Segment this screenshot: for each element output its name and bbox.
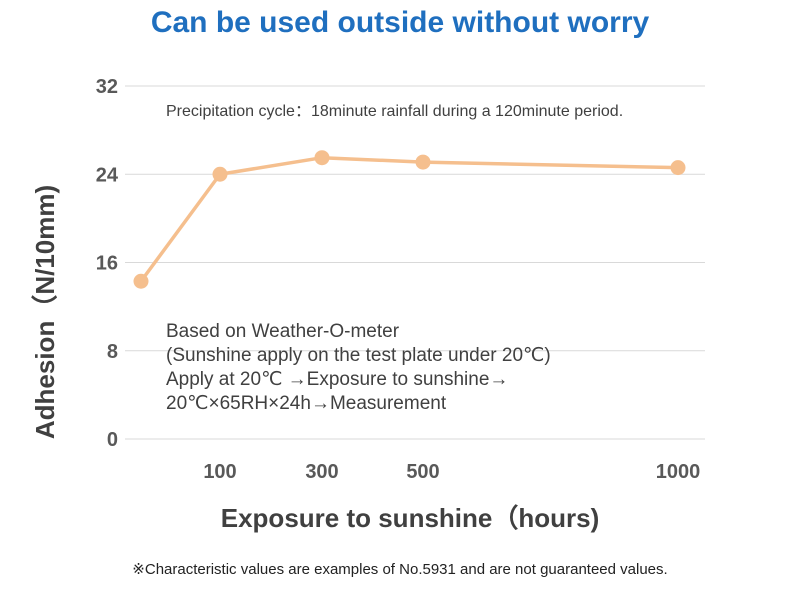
- data-point-500: [415, 154, 431, 170]
- condition-line-3: Apply at 20℃ →Exposure to sunshine→: [166, 369, 508, 390]
- x-tick-300: 300: [305, 461, 338, 483]
- condition-line-4: 20℃×65RH×24h→Measurement: [166, 393, 447, 414]
- y-axis-ticks: 0 8 16 24 32: [96, 76, 119, 451]
- condition-line-1: Based on Weather-O-meter: [166, 321, 400, 342]
- y-tick-16: 16: [96, 253, 118, 275]
- series-adhesion: [133, 150, 686, 289]
- footnote: ※Characteristic values are examples of N…: [132, 561, 668, 578]
- y-tick-0: 0: [107, 429, 118, 451]
- page-title: Can be used outside without worry: [150, 6, 650, 39]
- y-tick-24: 24: [96, 164, 119, 186]
- test-conditions-annotation: Based on Weather-O-meter (Sunshine apply …: [166, 321, 551, 414]
- y-tick-8: 8: [107, 341, 118, 363]
- x-tick-100: 100: [203, 461, 236, 483]
- x-axis-label: Exposure to sunshine（hours): [221, 503, 600, 533]
- data-point-1000: [670, 160, 686, 176]
- x-tick-500: 500: [406, 461, 439, 483]
- data-point-300: [314, 150, 330, 166]
- cycle-annotation: Precipitation cycle：18minute rainfall du…: [166, 103, 623, 120]
- y-axis-label: Adhesion（N/10mm): [30, 185, 60, 439]
- y-tick-32: 32: [96, 76, 118, 98]
- data-point-100: [212, 166, 228, 182]
- condition-line-2: (Sunshine apply on the test plate under …: [166, 345, 551, 366]
- data-point-0: [133, 273, 149, 289]
- x-axis-ticks: 100 300 500 1000: [203, 461, 700, 483]
- x-tick-1000: 1000: [656, 461, 701, 483]
